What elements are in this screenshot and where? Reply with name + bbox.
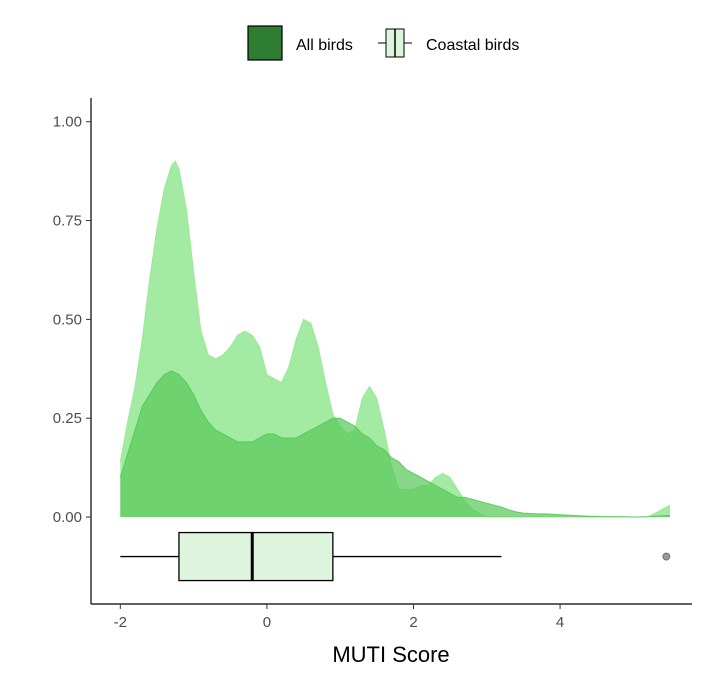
y-tick-label: 0.50 xyxy=(53,311,82,328)
legend-label-all-birds: All birds xyxy=(296,37,353,54)
legend-key-coastal-birds xyxy=(378,28,412,58)
x-tick-label: 0 xyxy=(263,614,271,631)
density-area-coastal-birds xyxy=(120,161,671,517)
legend-label-coastal-birds: Coastal birds xyxy=(426,37,519,54)
density-line-all-birds xyxy=(119,370,671,518)
legend: All birds Coastal birds xyxy=(247,25,519,61)
x-axis-title: MUTI Score xyxy=(332,642,449,667)
legend-key-all-birds xyxy=(247,25,283,61)
x-tick-label: 2 xyxy=(409,614,417,631)
plot-area xyxy=(119,160,671,582)
x-tick-label: -2 xyxy=(114,614,127,631)
y-tick-label: 0.25 xyxy=(53,410,82,427)
axes: 0.00 0.25 0.50 0.75 1.00 -2 0 2 4 xyxy=(53,98,692,631)
x-tick-label: 4 xyxy=(556,614,564,631)
density-area-all-birds xyxy=(120,370,671,517)
boxplot-outlier xyxy=(662,552,671,561)
y-tick-label: 0.00 xyxy=(53,509,82,526)
y-tick-label: 1.00 xyxy=(53,114,82,131)
boxplot-box xyxy=(178,531,334,582)
y-tick-label: 0.75 xyxy=(53,213,82,230)
